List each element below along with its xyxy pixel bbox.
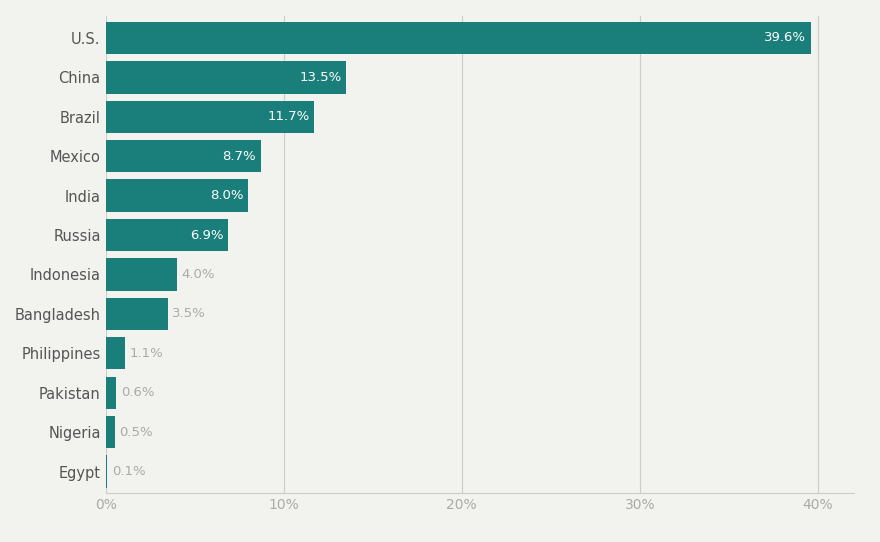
Bar <box>106 377 116 409</box>
Text: 0.6%: 0.6% <box>121 386 154 399</box>
Bar <box>106 337 125 370</box>
Text: 8.7%: 8.7% <box>223 150 256 163</box>
Bar <box>106 22 810 54</box>
Bar <box>106 101 314 133</box>
Text: 11.7%: 11.7% <box>268 110 310 123</box>
Bar <box>106 179 248 212</box>
Bar <box>106 140 260 172</box>
Bar <box>106 61 346 94</box>
Bar <box>106 298 168 330</box>
Bar <box>106 416 114 448</box>
Text: 3.5%: 3.5% <box>172 307 206 320</box>
Text: 1.1%: 1.1% <box>129 347 164 360</box>
Text: 39.6%: 39.6% <box>765 31 806 44</box>
Text: 8.0%: 8.0% <box>210 189 244 202</box>
Text: 0.1%: 0.1% <box>112 465 145 478</box>
Text: 0.5%: 0.5% <box>119 425 152 438</box>
Bar <box>106 259 177 291</box>
Text: 13.5%: 13.5% <box>299 71 341 84</box>
Text: 6.9%: 6.9% <box>191 229 224 242</box>
Text: 4.0%: 4.0% <box>181 268 215 281</box>
Bar <box>106 219 229 251</box>
Bar <box>106 455 107 488</box>
